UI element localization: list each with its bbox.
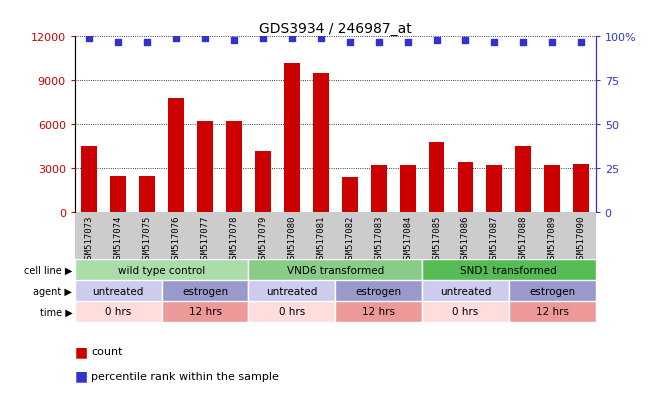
Bar bbox=[197, 122, 213, 213]
Bar bbox=[226, 122, 242, 213]
Text: ■: ■ bbox=[75, 369, 88, 383]
Bar bbox=[161, 301, 249, 322]
Bar bbox=[428, 142, 445, 213]
Text: GSM517087: GSM517087 bbox=[490, 215, 499, 263]
Text: GSM517090: GSM517090 bbox=[577, 215, 586, 263]
Bar bbox=[486, 166, 503, 213]
Text: cell line ▶: cell line ▶ bbox=[24, 265, 72, 275]
Bar bbox=[509, 301, 596, 322]
Text: GSM517083: GSM517083 bbox=[374, 215, 383, 263]
Text: untreated: untreated bbox=[266, 286, 318, 296]
Point bbox=[142, 39, 152, 46]
Bar bbox=[509, 280, 596, 301]
Point bbox=[200, 36, 210, 42]
Bar bbox=[284, 64, 300, 213]
Text: GSM517073: GSM517073 bbox=[85, 215, 94, 263]
Text: estrogen: estrogen bbox=[182, 286, 228, 296]
Text: GSM517081: GSM517081 bbox=[316, 215, 326, 263]
Text: GSM517088: GSM517088 bbox=[519, 215, 528, 263]
Bar bbox=[574, 164, 589, 213]
Bar bbox=[75, 301, 161, 322]
Text: GSM517074: GSM517074 bbox=[114, 215, 123, 263]
Text: untreated: untreated bbox=[440, 286, 491, 296]
Title: GDS3934 / 246987_at: GDS3934 / 246987_at bbox=[259, 22, 411, 36]
Text: GSM517076: GSM517076 bbox=[172, 215, 180, 263]
Point bbox=[344, 39, 355, 46]
Bar bbox=[422, 280, 509, 301]
Point bbox=[229, 38, 239, 44]
Text: 12 hrs: 12 hrs bbox=[536, 307, 569, 317]
Text: GSM517084: GSM517084 bbox=[403, 215, 412, 263]
Text: GSM517075: GSM517075 bbox=[143, 215, 152, 263]
Bar bbox=[422, 301, 509, 322]
Bar bbox=[168, 99, 184, 213]
Bar bbox=[139, 176, 155, 213]
Text: agent ▶: agent ▶ bbox=[33, 286, 72, 296]
Bar bbox=[335, 301, 422, 322]
Bar bbox=[75, 259, 249, 280]
Bar bbox=[249, 301, 335, 322]
Text: count: count bbox=[91, 346, 122, 356]
Bar bbox=[370, 166, 387, 213]
Bar bbox=[255, 152, 271, 213]
Bar bbox=[335, 280, 422, 301]
Text: percentile rank within the sample: percentile rank within the sample bbox=[91, 371, 279, 381]
Text: GSM517085: GSM517085 bbox=[432, 215, 441, 263]
Text: VND6 transformed: VND6 transformed bbox=[286, 265, 384, 275]
Text: 0 hrs: 0 hrs bbox=[279, 307, 305, 317]
Point bbox=[113, 39, 124, 46]
Point bbox=[432, 38, 442, 44]
Point bbox=[286, 36, 297, 42]
Text: untreated: untreated bbox=[92, 286, 144, 296]
Point bbox=[402, 39, 413, 46]
Text: time ▶: time ▶ bbox=[40, 307, 72, 317]
Bar bbox=[422, 259, 596, 280]
Text: GSM517082: GSM517082 bbox=[345, 215, 354, 263]
Bar bbox=[81, 147, 97, 213]
Bar bbox=[249, 259, 422, 280]
Point bbox=[171, 36, 182, 42]
Text: 12 hrs: 12 hrs bbox=[189, 307, 221, 317]
Bar bbox=[342, 178, 357, 213]
Text: ■: ■ bbox=[75, 344, 88, 358]
Text: GSM517089: GSM517089 bbox=[547, 215, 557, 263]
Text: GSM517080: GSM517080 bbox=[287, 215, 296, 263]
Text: 12 hrs: 12 hrs bbox=[362, 307, 395, 317]
Point bbox=[518, 39, 529, 46]
Text: GSM517078: GSM517078 bbox=[230, 215, 238, 263]
Point bbox=[460, 38, 471, 44]
Bar bbox=[313, 74, 329, 213]
Bar bbox=[516, 147, 531, 213]
Text: GSM517077: GSM517077 bbox=[201, 215, 210, 263]
Text: SND1 transformed: SND1 transformed bbox=[460, 265, 557, 275]
Text: 0 hrs: 0 hrs bbox=[452, 307, 478, 317]
Point bbox=[84, 36, 94, 42]
Text: wild type control: wild type control bbox=[118, 265, 205, 275]
Bar bbox=[161, 280, 249, 301]
Point bbox=[258, 36, 268, 42]
Point bbox=[547, 39, 557, 46]
Bar bbox=[249, 280, 335, 301]
Text: 0 hrs: 0 hrs bbox=[105, 307, 132, 317]
Point bbox=[316, 36, 326, 42]
Point bbox=[576, 39, 587, 46]
Bar bbox=[400, 166, 415, 213]
Bar bbox=[544, 166, 561, 213]
Point bbox=[374, 39, 384, 46]
Text: GSM517079: GSM517079 bbox=[258, 215, 268, 263]
Bar bbox=[458, 163, 473, 213]
Text: estrogen: estrogen bbox=[529, 286, 575, 296]
Point bbox=[489, 39, 499, 46]
Text: estrogen: estrogen bbox=[355, 286, 402, 296]
Bar bbox=[75, 280, 161, 301]
Bar bbox=[110, 176, 126, 213]
Text: GSM517086: GSM517086 bbox=[461, 215, 470, 263]
